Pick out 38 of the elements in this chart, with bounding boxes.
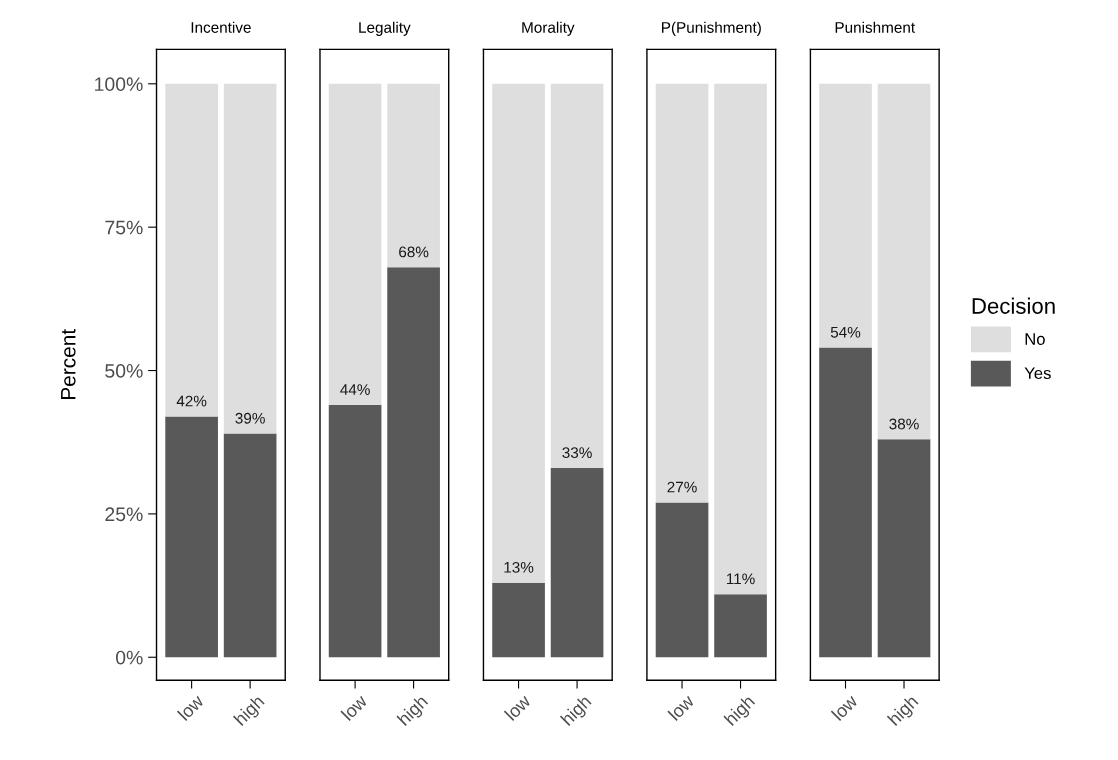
x-tick-label: high <box>559 694 595 729</box>
chart-title: Legality <box>359 21 411 36</box>
data-label: 44% <box>340 384 370 395</box>
x-tick-label: low <box>830 693 859 722</box>
chart-title: Incentive <box>191 21 251 33</box>
x-tick-label: high <box>886 694 922 729</box>
data-label: 27% <box>667 481 697 493</box>
x-tick-label: high <box>233 694 268 729</box>
legend-title: Decision <box>972 297 1055 314</box>
y-axis-title: Percent <box>61 329 76 399</box>
data-label: 38% <box>889 418 919 430</box>
x-tick-label: high <box>396 694 431 729</box>
data-label: 68% <box>399 246 429 258</box>
data-label: 11% <box>726 573 755 585</box>
legend-label: Yes <box>1024 367 1051 380</box>
x-tick-label: high <box>723 694 758 729</box>
y-tick-label: 25% <box>105 507 143 522</box>
bar <box>223 83 277 434</box>
x-tick-label: low <box>340 693 369 722</box>
y-tick-label: 75% <box>105 220 143 235</box>
legend-label: No <box>1025 333 1045 345</box>
x-tick-label: low <box>176 693 205 722</box>
chart-title: Punishment <box>835 21 915 33</box>
data-label: 54% <box>830 326 861 338</box>
y-tick-label: 100% <box>95 77 143 92</box>
chart-title: P(Punishment) <box>662 21 761 36</box>
y-tick-label: 50% <box>105 364 143 378</box>
x-tick-label: low <box>667 693 696 722</box>
y-tick-label: 0% <box>115 650 143 665</box>
x-tick-label: low <box>503 693 532 722</box>
bar <box>165 83 218 417</box>
data-label: 42% <box>176 395 207 407</box>
data-label: 39% <box>235 412 265 424</box>
data-label: 33% <box>562 447 592 459</box>
data-label: 13% <box>504 561 534 573</box>
bar <box>223 433 277 658</box>
bar <box>165 416 218 658</box>
chart-title: Morality <box>522 21 575 36</box>
